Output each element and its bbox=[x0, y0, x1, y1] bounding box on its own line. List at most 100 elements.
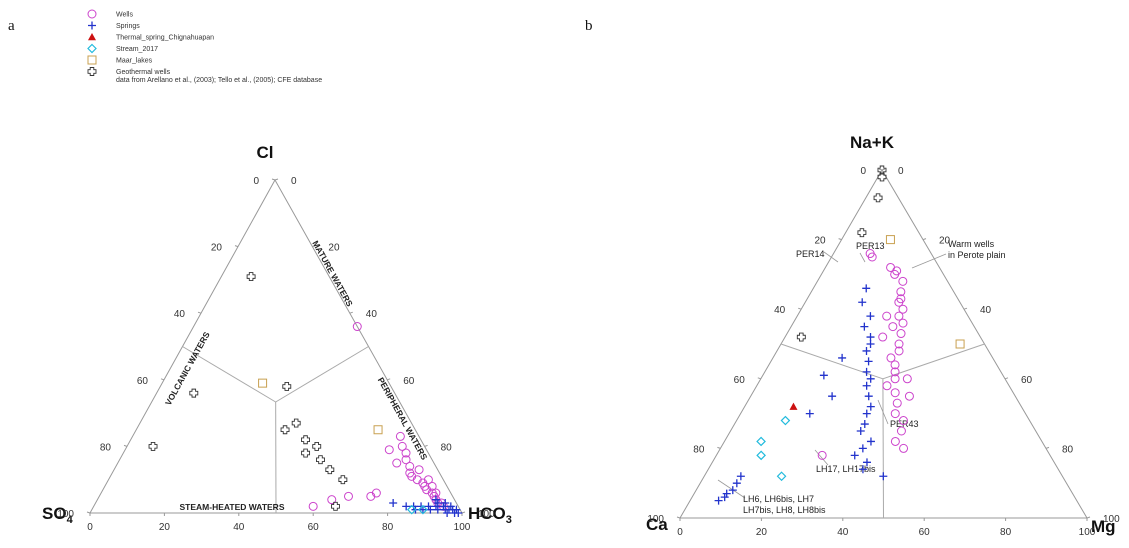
tick-mark bbox=[963, 307, 968, 310]
series-maar-lakes bbox=[258, 378, 383, 435]
tick-label-bottom: 80 bbox=[1000, 527, 1012, 538]
data-point bbox=[736, 472, 745, 481]
tick-label-left: 100 bbox=[57, 509, 74, 520]
data-point bbox=[862, 409, 871, 418]
apex-label-left: Ca bbox=[646, 515, 668, 534]
apex-label-left: SO4 bbox=[42, 504, 74, 526]
data-point bbox=[828, 392, 837, 401]
tick-label-left: 80 bbox=[693, 444, 705, 455]
data-point bbox=[955, 339, 965, 349]
data-point bbox=[866, 340, 875, 348]
circle-icon bbox=[87, 9, 97, 19]
legend-note: data from Arellano et al., (2003); Tello… bbox=[116, 77, 322, 84]
annotation-line: Warm wells bbox=[948, 239, 995, 249]
annotation-line: LH6, LH6bis, LH7 bbox=[743, 494, 814, 504]
tick-label-left: 80 bbox=[100, 442, 112, 453]
legend-label: Springs bbox=[116, 23, 140, 30]
data-point bbox=[862, 346, 871, 355]
data-point bbox=[423, 475, 433, 485]
tick-label-left: 20 bbox=[814, 236, 826, 247]
data-point bbox=[446, 502, 455, 511]
annotation-line: PER13 bbox=[856, 241, 885, 251]
tick-label-bottom: 40 bbox=[233, 522, 245, 533]
data-point bbox=[892, 398, 902, 408]
data-point bbox=[796, 332, 806, 342]
tick-mark bbox=[349, 311, 353, 314]
data-point bbox=[189, 388, 199, 398]
tick-mark bbox=[86, 511, 91, 514]
data-point bbox=[862, 381, 871, 390]
annotation-leader bbox=[877, 399, 889, 425]
tick-mark bbox=[123, 444, 128, 447]
data-point bbox=[373, 425, 383, 435]
data-point bbox=[856, 427, 865, 435]
data-point bbox=[402, 502, 411, 511]
annotation-leader bbox=[911, 253, 947, 269]
data-point bbox=[441, 499, 450, 508]
zone-divider bbox=[182, 346, 276, 403]
data-point bbox=[405, 461, 415, 471]
tick-label-bottom: 100 bbox=[1079, 527, 1096, 538]
series-wells bbox=[817, 249, 914, 460]
tick-mark bbox=[312, 245, 316, 248]
series-springs bbox=[714, 284, 888, 505]
data-point bbox=[756, 436, 766, 447]
tick-mark bbox=[878, 168, 883, 171]
annotation-line: LH17, LH17bis bbox=[816, 464, 876, 474]
annotation-label: Warm wells in Perote plain bbox=[948, 239, 1006, 260]
data-point bbox=[732, 479, 741, 488]
data-point bbox=[789, 402, 798, 410]
tick-label-right: 100 bbox=[1103, 514, 1120, 525]
apex-label-top: Na+K bbox=[850, 133, 895, 152]
data-point bbox=[899, 443, 909, 453]
tick-label-right: 40 bbox=[366, 309, 378, 320]
zone-divider bbox=[275, 346, 369, 403]
apex-subscript: 4 bbox=[67, 514, 74, 526]
data-point bbox=[864, 392, 873, 401]
annotation-label: LH17, LH17bis bbox=[816, 464, 876, 474]
tick-label-bottom: 20 bbox=[756, 527, 768, 538]
open-cross-icon bbox=[87, 67, 97, 76]
data-point bbox=[443, 509, 452, 517]
panel-label-a: a bbox=[8, 18, 15, 34]
data-point bbox=[866, 402, 875, 411]
data-point bbox=[862, 367, 871, 376]
tick-label-bottom: 40 bbox=[837, 527, 849, 538]
data-point bbox=[857, 228, 867, 238]
data-point bbox=[858, 298, 867, 307]
data-point bbox=[860, 420, 869, 429]
tick-mark bbox=[757, 377, 761, 380]
data-point bbox=[862, 458, 871, 467]
series-geothermal-wells bbox=[796, 165, 887, 342]
apex-label-top: Cl bbox=[257, 143, 274, 162]
tick-label-left: 60 bbox=[734, 375, 746, 386]
tick-mark bbox=[197, 311, 202, 314]
data-point bbox=[885, 235, 895, 245]
data-point bbox=[890, 367, 900, 377]
tick-mark bbox=[922, 238, 927, 241]
annotation-line: PER43 bbox=[890, 419, 919, 429]
tick-mark bbox=[387, 378, 391, 381]
data-point bbox=[898, 416, 908, 426]
tick-label-left: 60 bbox=[137, 376, 149, 387]
data-point bbox=[904, 391, 914, 401]
data-point bbox=[892, 266, 902, 276]
tick-label-right: 100 bbox=[478, 509, 495, 520]
data-point bbox=[414, 465, 424, 475]
series-wells bbox=[308, 322, 448, 511]
tick-label-bottom: 100 bbox=[454, 522, 471, 533]
legend-label: Thermal_spring_Chignahuapan bbox=[116, 35, 214, 42]
data-point bbox=[894, 297, 904, 307]
tick-label-bottom: 0 bbox=[677, 527, 683, 538]
square-icon bbox=[87, 55, 97, 65]
data-point bbox=[444, 505, 453, 514]
tick-label-bottom: 60 bbox=[919, 527, 931, 538]
tick-label-bottom: 20 bbox=[159, 522, 171, 533]
tick-label-bottom: 0 bbox=[87, 522, 93, 533]
data-point bbox=[280, 425, 290, 435]
data-point bbox=[427, 481, 437, 491]
tick-mark bbox=[424, 444, 428, 447]
data-point bbox=[890, 360, 900, 370]
data-point bbox=[301, 435, 310, 445]
